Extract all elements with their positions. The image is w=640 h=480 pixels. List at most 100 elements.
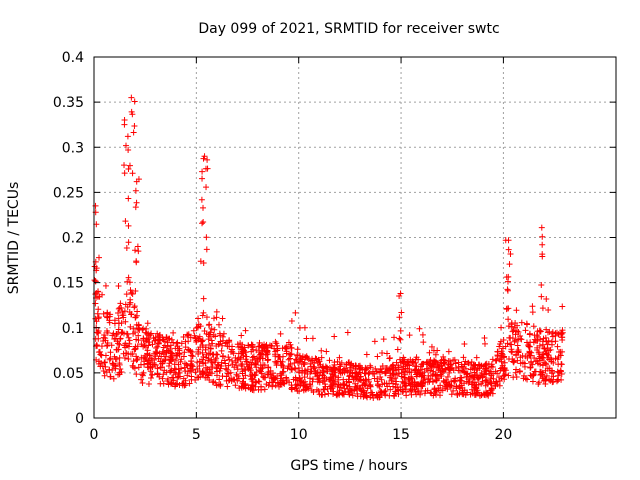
data-point xyxy=(544,341,551,348)
data-point xyxy=(206,321,213,328)
x-tick-label: 10 xyxy=(290,427,308,443)
data-point xyxy=(498,350,505,357)
data-point xyxy=(363,365,370,372)
data-point xyxy=(282,344,289,351)
data-point xyxy=(451,356,458,363)
data-point xyxy=(180,334,187,341)
data-point xyxy=(242,381,249,388)
data-point xyxy=(505,246,512,253)
data-point xyxy=(539,251,546,258)
data-point xyxy=(205,357,212,364)
data-point xyxy=(216,367,223,374)
data-point xyxy=(441,379,448,386)
data-point xyxy=(223,339,230,346)
data-point xyxy=(264,357,271,364)
data-point xyxy=(210,315,217,322)
data-point xyxy=(544,329,551,336)
data-point xyxy=(213,343,220,350)
data-point xyxy=(107,373,114,380)
data-point xyxy=(446,369,453,376)
data-point xyxy=(508,323,515,330)
data-point xyxy=(526,330,533,337)
data-point xyxy=(442,383,449,390)
data-point xyxy=(367,362,374,369)
data-point xyxy=(184,368,191,375)
data-point xyxy=(106,319,113,326)
data-point xyxy=(389,362,396,369)
data-point xyxy=(538,368,545,375)
data-point xyxy=(158,360,165,367)
data-point xyxy=(509,349,516,356)
data-point xyxy=(356,362,363,369)
data-point xyxy=(530,323,537,330)
data-point xyxy=(201,153,208,160)
data-point xyxy=(131,122,138,129)
data-point xyxy=(425,367,431,374)
data-point xyxy=(542,348,549,355)
data-point xyxy=(292,374,299,381)
data-point xyxy=(219,333,226,340)
data-point xyxy=(552,330,559,337)
data-point xyxy=(366,369,373,376)
data-point xyxy=(207,331,214,338)
data-point xyxy=(481,340,488,347)
data-point xyxy=(203,184,210,191)
data-point xyxy=(135,337,142,344)
data-point xyxy=(455,367,462,374)
data-point xyxy=(496,382,503,389)
data-point xyxy=(529,303,536,310)
data-point xyxy=(160,371,167,378)
y-axis-label: SRMTID / TECUs xyxy=(6,182,22,295)
data-point xyxy=(420,339,427,346)
data-point xyxy=(195,351,202,358)
data-point xyxy=(267,371,274,378)
data-point xyxy=(294,346,301,353)
data-point xyxy=(315,388,322,395)
data-point xyxy=(140,335,147,342)
data-point xyxy=(205,336,212,343)
data-point xyxy=(287,361,294,368)
data-point xyxy=(457,377,464,384)
data-point xyxy=(190,327,197,334)
data-point xyxy=(167,380,174,387)
data-point xyxy=(525,342,532,349)
data-point xyxy=(231,376,238,383)
data-point xyxy=(181,360,188,367)
data-point xyxy=(540,355,547,362)
data-point xyxy=(419,383,426,390)
data-point xyxy=(239,345,246,352)
data-point xyxy=(288,366,295,373)
data-point xyxy=(548,330,555,337)
data-point xyxy=(147,375,154,382)
data-point xyxy=(240,375,247,382)
data-point xyxy=(514,357,521,364)
data-point xyxy=(171,361,178,368)
data-point xyxy=(120,312,127,319)
data-point xyxy=(122,142,129,149)
data-point xyxy=(139,379,146,386)
data-point xyxy=(151,350,158,357)
data-point xyxy=(208,325,215,332)
data-point xyxy=(228,346,235,353)
data-point xyxy=(184,332,191,339)
data-point xyxy=(92,278,99,285)
data-point xyxy=(213,372,220,379)
data-point xyxy=(145,336,152,343)
data-point xyxy=(344,329,351,336)
data-point xyxy=(509,328,516,335)
data-point xyxy=(198,196,205,203)
data-point xyxy=(348,367,355,374)
data-point xyxy=(460,354,467,361)
data-point xyxy=(507,341,514,348)
data-point xyxy=(264,371,271,378)
data-point xyxy=(365,371,372,378)
data-point xyxy=(448,361,455,368)
data-point xyxy=(410,359,417,366)
data-point xyxy=(514,342,521,349)
data-point xyxy=(114,338,121,345)
data-point xyxy=(234,356,241,363)
data-point xyxy=(365,378,372,385)
data-point xyxy=(229,357,236,364)
data-point xyxy=(269,383,276,390)
data-point xyxy=(176,369,183,376)
